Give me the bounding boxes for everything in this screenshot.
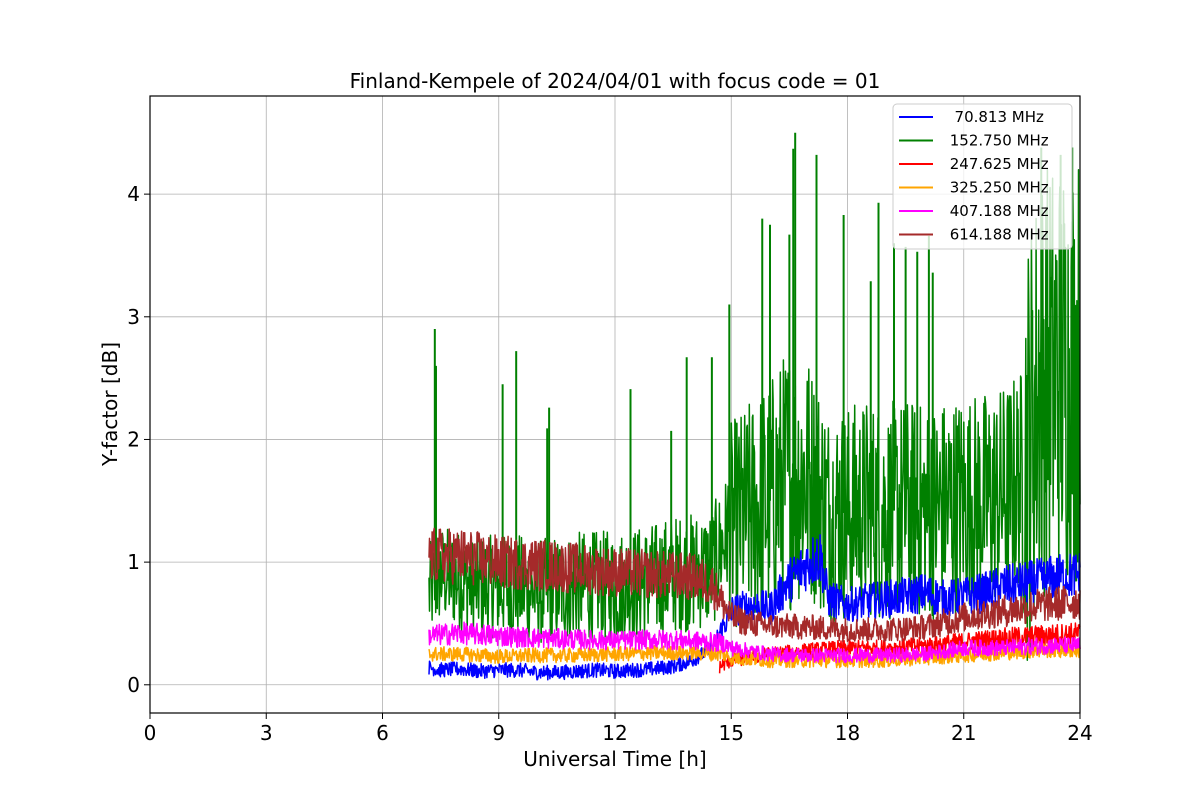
x-tick-label: 3 (260, 721, 273, 745)
x-tick-label: 21 (951, 721, 976, 745)
legend-label: 152.750 MHz (945, 132, 1049, 150)
y-tick-label: 4 (127, 182, 140, 206)
y-axis: 0 1 2 3 4 (127, 182, 150, 697)
y-axis-label: Y-factor [dB] (98, 342, 122, 467)
legend-label: 247.625 MHz (945, 155, 1049, 173)
plot-area (428, 132, 1081, 681)
x-tick-label: 9 (492, 721, 505, 745)
x-tick-label: 6 (376, 721, 389, 745)
x-axis-label: Universal Time [h] (523, 747, 706, 771)
y-tick-label: 3 (127, 305, 140, 329)
legend-label: 614.188 MHz (945, 226, 1049, 244)
x-axis: 0 3 6 9 12 15 18 21 24 (144, 713, 1093, 745)
y-tick-label: 0 (127, 673, 140, 697)
y-tick-label: 1 (127, 550, 140, 574)
y-tick-label: 2 (127, 427, 140, 451)
x-tick-label: 24 (1067, 721, 1092, 745)
x-tick-label: 15 (719, 721, 744, 745)
series-line (428, 621, 1081, 664)
legend-label: 325.250 MHz (945, 179, 1049, 197)
legend-box (892, 103, 1073, 250)
x-tick-label: 18 (835, 721, 860, 745)
series-line (428, 527, 1081, 643)
chart-title: Finland-Kempele of 2024/04/01 with focus… (350, 69, 881, 93)
x-tick-label: 12 (602, 721, 627, 745)
legend-label: 407.188 MHz (945, 202, 1049, 220)
legend-label: 70.813 MHz (945, 108, 1044, 126)
legend: 70.813 MHz 152.750 MHz 247.625 MHz 325.2… (892, 103, 1073, 250)
series-line (428, 534, 1081, 681)
x-tick-label: 0 (144, 721, 157, 745)
